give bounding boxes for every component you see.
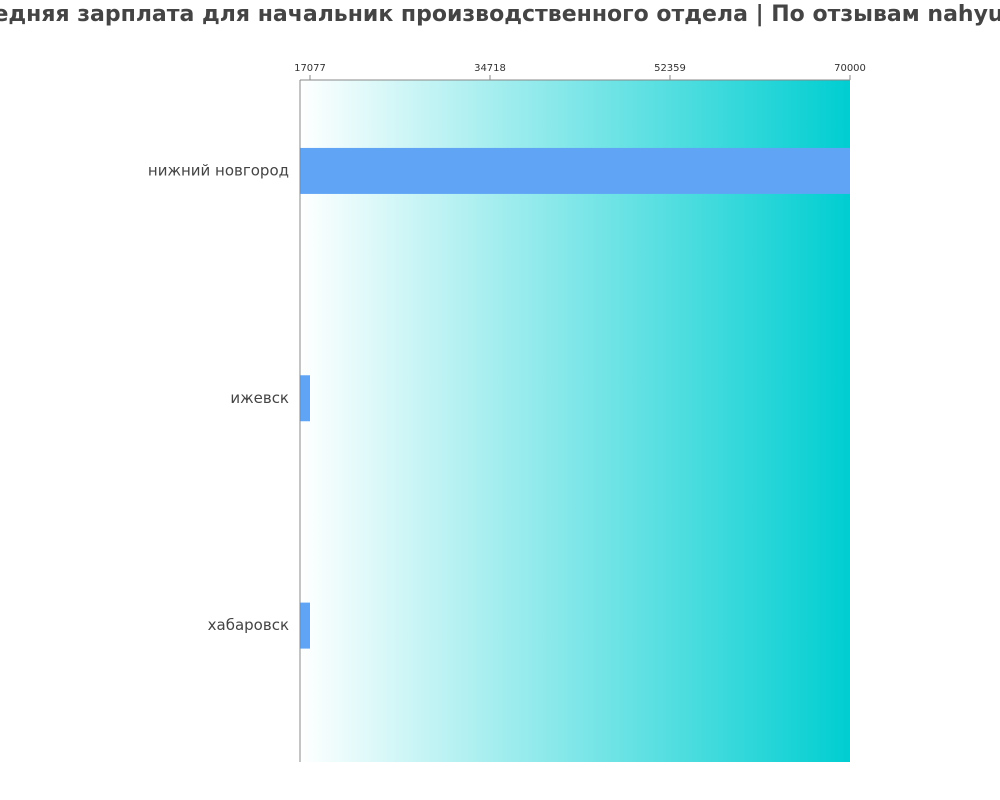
x-tick-label: 52359 bbox=[654, 63, 686, 74]
bar bbox=[300, 147, 850, 194]
y-tick-label: нижний новгород bbox=[148, 161, 289, 179]
x-tick-label: 70000 bbox=[834, 63, 866, 74]
bar bbox=[300, 375, 310, 422]
x-tick-label: 34718 bbox=[474, 63, 506, 74]
chart-title: Средняя зарплата для начальник производс… bbox=[0, 2, 1000, 27]
y-tick-label: ижевск bbox=[230, 389, 289, 407]
bar bbox=[300, 602, 310, 649]
y-tick-label: хабаровск bbox=[208, 616, 289, 634]
x-tick-label: 17077 bbox=[294, 63, 326, 74]
